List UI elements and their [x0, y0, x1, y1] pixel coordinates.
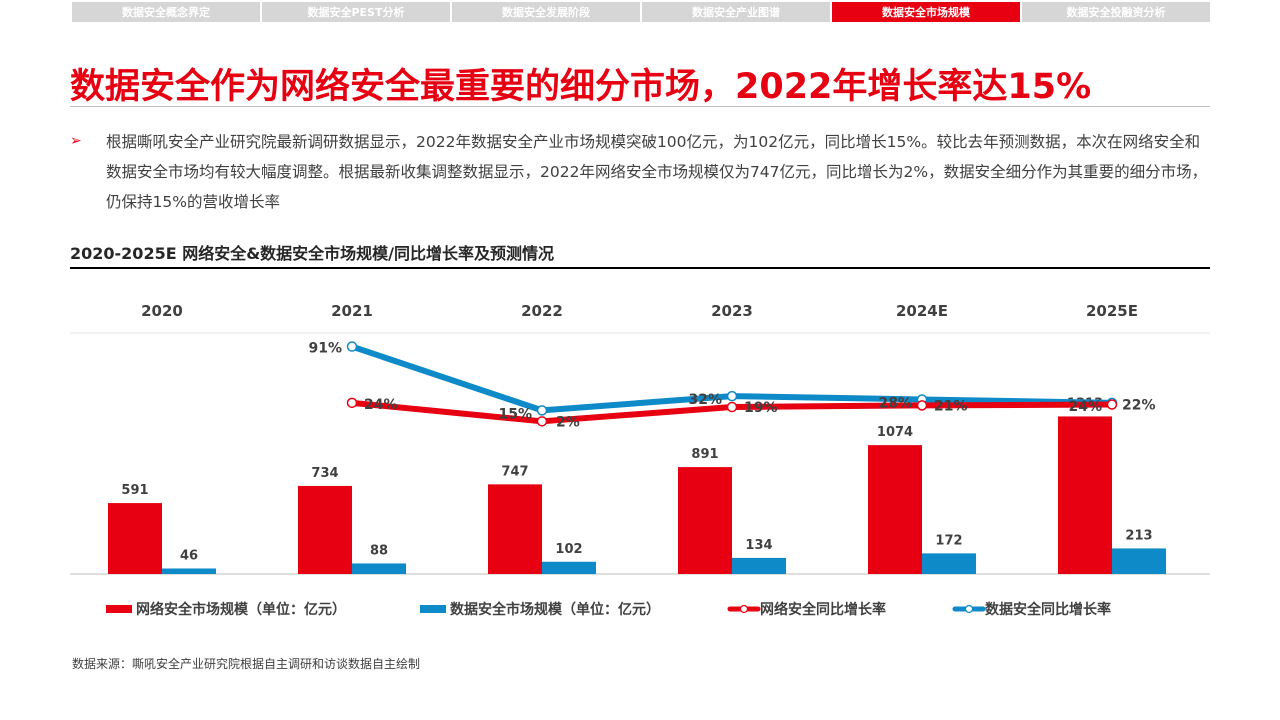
network-security-bar: [868, 445, 922, 574]
network-security-growth-label: 19%: [744, 400, 778, 416]
network-security-bar-label: 747: [501, 464, 528, 479]
network-security-growth-label: 21%: [934, 398, 968, 414]
network-security-bar: [108, 503, 162, 574]
tab-concept[interactable]: 数据安全概念界定: [72, 2, 260, 22]
category-label: 2020: [141, 302, 183, 320]
section-tabs: 数据安全概念界定 数据安全PEST分析 数据安全发展阶段 数据安全产业图谱 数据…: [72, 2, 1210, 22]
data-security-bar: [922, 553, 976, 574]
network-security-bar-label: 891: [691, 447, 718, 462]
category-label: 2025E: [1086, 302, 1138, 320]
legend-data-security-growth-label: 数据安全同比增长率: [985, 601, 1111, 618]
legend-data-security-size-swatch: [420, 605, 446, 613]
tab-industry-map[interactable]: 数据安全产业图谱: [642, 2, 830, 22]
tab-investment[interactable]: 数据安全投融资分析: [1022, 2, 1210, 22]
title-divider: [70, 106, 1210, 107]
category-label: 2022: [521, 302, 563, 320]
chart-title: 2020-2025E 网络安全&数据安全市场规模/同比增长率及预测情况: [70, 244, 555, 263]
network-security-growth-label: 2%: [556, 414, 580, 430]
network-security-bar-label: 734: [311, 466, 338, 481]
tab-stages[interactable]: 数据安全发展阶段: [452, 2, 640, 22]
network-security-bar: [298, 485, 352, 574]
data-security-growth-label: 15%: [498, 406, 532, 422]
network-security-growth-label: 22%: [1122, 398, 1156, 414]
data-security-bar: [162, 568, 216, 574]
data-security-growth-label: 32%: [688, 392, 722, 408]
data-source-note: 数据来源：嘶吼安全产业研究院根据自主调研和访谈数据自主绘制: [72, 657, 421, 671]
data-security-bar: [352, 563, 406, 574]
bullet-arrow-icon: ➢: [70, 133, 82, 149]
network-security-growth-marker: [536, 416, 548, 427]
legend-data-security-size-label: 数据安全市场规模（单位：亿元）: [450, 601, 660, 618]
chart-title-divider: [70, 267, 1210, 269]
network-security-bar: [678, 467, 732, 574]
data-security-growth-marker: [536, 405, 548, 416]
data-security-growth-label: 91%: [308, 341, 342, 357]
data-security-bar-label: 88: [370, 543, 388, 558]
tab-pest[interactable]: 数据安全PEST分析: [262, 2, 450, 22]
tab-market-size[interactable]: 数据安全市场规模: [832, 2, 1020, 22]
network-security-growth-marker: [346, 397, 358, 409]
data-security-bar: [732, 557, 786, 574]
data-security-bar-label: 213: [1125, 528, 1152, 543]
data-security-bar-label: 102: [555, 542, 582, 557]
data-security-bar: [542, 561, 596, 574]
data-security-growth-label: 28%: [878, 395, 912, 411]
category-label: 2024E: [896, 302, 948, 320]
page-title: 数据安全作为网络安全最重要的细分市场，2022年增长率达15%: [70, 67, 1092, 107]
network-security-bar: [1058, 416, 1112, 574]
legend-data-security-growth-marker: [964, 604, 974, 614]
data-security-growth-marker: [726, 390, 738, 402]
category-label: 2023: [711, 302, 753, 320]
network-security-bar-label: 1074: [877, 425, 913, 440]
data-security-bar-label: 172: [935, 533, 962, 548]
network-security-growth-marker: [1106, 399, 1118, 410]
network-security-growth-label: 24%: [364, 397, 398, 413]
data-security-bar-label: 46: [180, 548, 198, 563]
category-label: 2021: [331, 302, 373, 320]
network-security-bar-label: 591: [121, 483, 148, 498]
legend-network-security-growth-label: 网络安全同比增长率: [760, 601, 886, 618]
legend-network-security-growth-marker: [739, 604, 749, 614]
data-security-growth-marker: [346, 341, 358, 352]
summary-paragraph: 根据嘶吼安全产业研究院最新调研数据显示，2022年数据安全产业市场规模突破100…: [106, 133, 1208, 211]
data-security-growth-label: 24%: [1068, 399, 1102, 415]
data-security-bar: [1112, 548, 1166, 574]
network-security-growth-marker: [916, 400, 928, 411]
data-security-bar-label: 134: [745, 538, 772, 553]
legend-network-security-size-swatch: [106, 605, 132, 613]
legend-network-security-size-label: 网络安全市场规模（单位：亿元）: [136, 601, 346, 618]
network-security-growth-marker: [726, 401, 738, 413]
network-security-bar: [488, 484, 542, 574]
